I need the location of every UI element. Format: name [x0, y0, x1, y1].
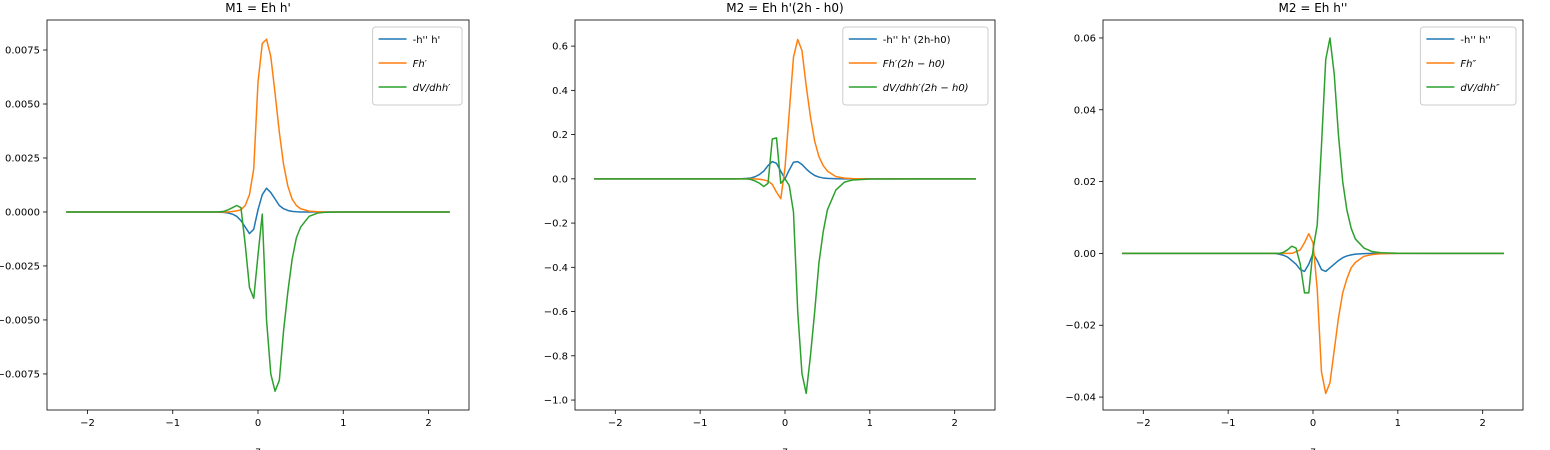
y-tick-label: 0.0025 — [5, 153, 40, 164]
series-line — [66, 204, 450, 392]
x-tick-label: 2 — [952, 418, 958, 429]
y-tick-label: −1.0 — [544, 396, 568, 407]
series-line — [1122, 232, 1504, 395]
x-tick-label: 1 — [340, 418, 346, 429]
x-tick-label: −1 — [693, 418, 708, 429]
y-tick-label: 0.00 — [1074, 249, 1096, 260]
y-tick-label: 0.04 — [1074, 105, 1096, 116]
y-tick-label: −0.02 — [1065, 321, 1096, 332]
legend-label: -h'' h' (2h-h0) — [883, 35, 951, 46]
series-line — [1122, 37, 1504, 294]
series-line — [66, 187, 450, 235]
x-axis-label: z — [1310, 446, 1315, 450]
subplot: M2 = Eh h'(2h - h0) z −2 −1 0 1 2 −1.0 −0.8 −0.6 −… — [544, 1, 996, 450]
x-tick-label: 0 — [255, 418, 261, 429]
x-tick-label: 1 — [867, 418, 873, 429]
x-tick-label: −2 — [1136, 418, 1151, 429]
x-axis-label: z — [782, 446, 787, 450]
x-tick-label: 2 — [425, 418, 431, 429]
x-tick-label: −2 — [608, 418, 623, 429]
y-tick-label: 0.6 — [552, 42, 568, 53]
x-tick-label: 0 — [782, 418, 788, 429]
series-line — [594, 137, 976, 395]
y-tick-label: −0.0075 — [0, 369, 40, 380]
subplot: M2 = Eh h'' z −2 −1 0 1 2 −0.04 −0.02 0.00 0.02 0.0… — [1065, 1, 1524, 450]
legend-label: dV/dhh′ — [413, 83, 452, 94]
subplot-title: M1 = Eh h' — [225, 1, 291, 15]
y-tick-label: 0.0075 — [5, 46, 40, 57]
subplot-title: M2 = Eh h'' — [1279, 1, 1348, 15]
y-tick-label: 0.4 — [552, 86, 568, 97]
legend-label: Fh′ — [413, 59, 428, 70]
y-tick-label: −0.04 — [1065, 393, 1096, 404]
x-tick-label: 0 — [1310, 418, 1316, 429]
subplot-title: M2 = Eh h'(2h - h0) — [726, 1, 843, 15]
y-tick-label: −0.2 — [544, 219, 568, 230]
y-tick-label: −0.0025 — [0, 261, 40, 272]
y-tick-label: 0.2 — [552, 130, 568, 141]
legend-box — [372, 26, 463, 106]
legend-label: dV/dhh′(2h − h0) — [883, 83, 969, 94]
y-tick-label: −0.8 — [544, 351, 568, 362]
legend: -h'' h' (2h-h0) Fh′(2h − h0) dV/dhh′(2h − … — [842, 26, 989, 106]
x-tick-label: −1 — [165, 418, 180, 429]
y-tick-label: 0.02 — [1074, 177, 1096, 188]
axes-frame — [574, 19, 996, 411]
y-tick-label: 0.0000 — [5, 207, 40, 218]
legend-label: -h'' h'' — [1460, 35, 1490, 46]
y-tick-label: 0.06 — [1074, 33, 1096, 44]
x-axis-label: z — [255, 446, 260, 450]
y-tick-label: −0.4 — [544, 263, 568, 274]
x-tick-label: 1 — [1395, 418, 1401, 429]
legend-label: -h'' h' — [413, 35, 441, 46]
legend-label: Fh′(2h − h0) — [883, 59, 945, 70]
y-tick-label: −0.6 — [544, 307, 568, 318]
axes-frame — [46, 19, 470, 411]
legend-label: Fh″ — [1460, 59, 1476, 70]
y-tick-label: 0.0 — [552, 174, 568, 185]
legend: -h'' h' Fh′ dV/dhh′ — [372, 26, 463, 106]
axes-frame — [1102, 19, 1524, 411]
x-tick-label: −1 — [1221, 418, 1236, 429]
y-tick-label: 0.0050 — [5, 100, 40, 111]
legend-box — [1419, 26, 1517, 106]
subplot: M1 = Eh h' z −2 −1 0 1 2 −0.0075 −0.0050 −0.0025 0… — [0, 1, 470, 450]
legend: -h'' h'' Fh″ dV/dhh″ — [1419, 26, 1517, 106]
y-tick-label: −0.0050 — [0, 315, 40, 326]
x-tick-label: −2 — [80, 418, 95, 429]
legend-box — [842, 26, 989, 106]
legend-label: dV/dhh″ — [1460, 83, 1500, 94]
x-tick-label: 2 — [1480, 418, 1486, 429]
